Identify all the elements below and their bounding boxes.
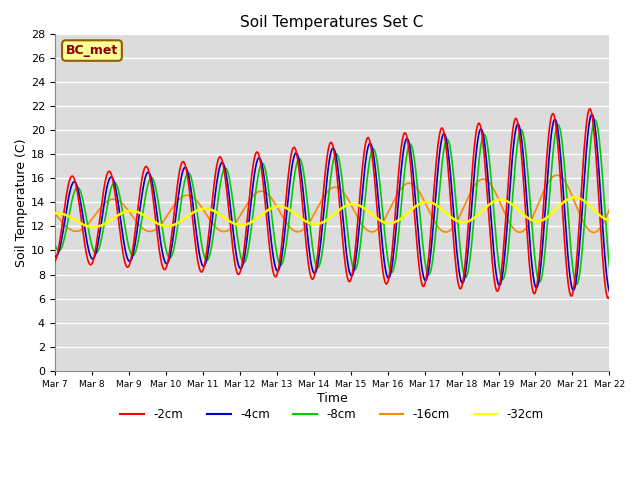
Y-axis label: Soil Temperature (C): Soil Temperature (C) xyxy=(15,138,28,266)
X-axis label: Time: Time xyxy=(317,392,348,405)
Title: Soil Temperatures Set C: Soil Temperatures Set C xyxy=(241,15,424,30)
Text: BC_met: BC_met xyxy=(66,44,118,57)
Legend: -2cm, -4cm, -8cm, -16cm, -32cm: -2cm, -4cm, -8cm, -16cm, -32cm xyxy=(116,403,548,425)
